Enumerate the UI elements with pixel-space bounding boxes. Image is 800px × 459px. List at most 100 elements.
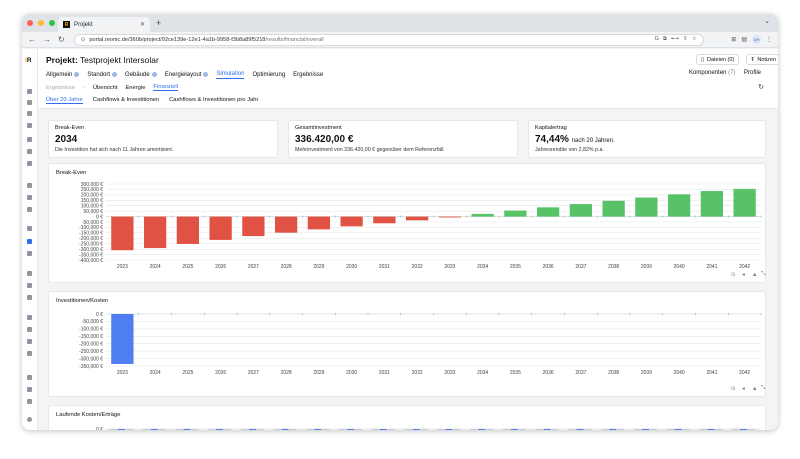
tab-allgemein[interactable]: Allgemein: [46, 70, 80, 79]
sidebar-box-icon[interactable]: [27, 339, 32, 344]
menu-icon[interactable]: ⋮: [766, 37, 772, 43]
sidebar-user-card-icon[interactable]: [27, 207, 32, 212]
sidebar-bag-icon[interactable]: [27, 195, 32, 200]
sidebar-team-icon[interactable]: [27, 111, 32, 116]
subtab-energie[interactable]: Energie: [125, 84, 146, 91]
sidebar-table-icon[interactable]: [27, 226, 32, 231]
tab-optimierung[interactable]: Optimierung: [252, 70, 285, 79]
y-tick-label: -200,000 €: [79, 342, 103, 348]
screenshot-icon[interactable]: ⧉: [662, 36, 667, 42]
tab-cashflows-investitionen[interactable]: Cashflows & Investitionen: [92, 97, 160, 103]
notes-label: Notizen: [757, 56, 777, 63]
site-info-icon[interactable]: ⊙: [80, 36, 86, 43]
translate-icon[interactable]: ⟷: [670, 36, 679, 42]
sidebar-chart-icon[interactable]: [27, 123, 32, 128]
tab-ueber-20-jahre[interactable]: Über 20 Jahre: [46, 97, 83, 104]
chart-bar: [322, 429, 330, 430]
notes-button[interactable]: Ŧ Notizen: [746, 54, 778, 65]
x-tick-label: 2028: [281, 370, 292, 376]
reonic-logo[interactable]: IR: [25, 57, 32, 64]
chart-bar: [340, 216, 363, 227]
sidebar-settings-icon[interactable]: [27, 417, 32, 422]
sidebar-people-icon[interactable]: [27, 351, 32, 356]
sidebar-message-icon[interactable]: [27, 283, 32, 288]
close-window-button[interactable]: [27, 20, 33, 26]
chart-bar: [740, 429, 748, 430]
url-field[interactable]: ⊙ portal.reonic.de/360b/project/92ce139e…: [73, 33, 704, 46]
sidebar-globe-icon[interactable]: [27, 161, 32, 166]
sidebar-list-icon[interactable]: [27, 100, 32, 105]
kpi-description: Jahresrendite von 2,82% p.a.: [535, 147, 604, 153]
y-tick-label: -100,000 €: [79, 327, 103, 333]
chart-bar: [437, 429, 445, 430]
chart-reset-icon[interactable]: ⊙: [731, 386, 736, 392]
chart-pan-icon[interactable]: ◂: [742, 386, 745, 392]
sidebar-external-link-icon[interactable]: [27, 375, 32, 380]
share-icon[interactable]: ⇪: [683, 36, 688, 42]
profile-link[interactable]: Profile: [744, 70, 761, 76]
refresh-icon[interactable]: ↻: [758, 84, 764, 91]
browser-tab[interactable]: R Projekt ✕: [58, 17, 150, 32]
tab-energielayout[interactable]: Energielayout: [165, 70, 209, 79]
chart-reset-icon[interactable]: ⊙: [731, 272, 736, 278]
forward-button[interactable]: →: [43, 35, 51, 44]
reload-button[interactable]: ↻: [58, 35, 65, 44]
x-tick-label: 2026: [215, 264, 226, 270]
kpi-cards: Break-Even 2034 Die Investition hat sich…: [48, 120, 766, 158]
sidebar-house-icon[interactable]: [27, 271, 32, 276]
breadcrumb[interactable]: Ergebnisse: [46, 84, 76, 91]
sidebar-external-link-icon-2[interactable]: [27, 387, 32, 392]
sidebar-car-icon[interactable]: [27, 183, 32, 188]
chart-bar: [445, 429, 453, 430]
chart-bar: [273, 429, 281, 430]
chart-bar: [478, 429, 486, 430]
tab-gebaeude[interactable]: Gebäude: [125, 70, 157, 79]
chart-download-icon[interactable]: ▲: [752, 272, 758, 278]
files-button[interactable]: ▯ Dateien (0): [696, 54, 740, 65]
y-tick-label: 0 €: [96, 427, 103, 430]
sidebar-help-icon[interactable]: [27, 137, 32, 142]
subtab-uebersicht[interactable]: Übersicht: [92, 84, 118, 91]
sidebar-calendar-icon[interactable]: [27, 295, 32, 300]
tab-list-chevron-icon[interactable]: ⌄: [764, 18, 770, 25]
x-tick-label: 2031: [379, 264, 390, 270]
x-tick-label: 2024: [150, 370, 161, 376]
sidebar-chat-icon[interactable]: [27, 149, 32, 154]
chart-expand-icon[interactable]: ⤡: [761, 271, 766, 277]
sidebar-home-icon[interactable]: [27, 89, 32, 94]
sidebar-projects-icon[interactable]: [27, 239, 32, 244]
google-icon[interactable]: G: [654, 36, 659, 42]
maximize-window-button[interactable]: [49, 20, 55, 26]
new-tab-button[interactable]: +: [156, 18, 162, 28]
sidebar-storage-icon[interactable]: [27, 251, 32, 256]
tab-label: Gebäude: [125, 71, 150, 78]
minimize-window-button[interactable]: [38, 20, 44, 26]
extensions-icon[interactable]: ⊞: [731, 37, 737, 43]
kpi-card-return: Kapitalertrag 74,44% nach 20 Jahren. Jah…: [528, 120, 766, 158]
sidebar-link-icon[interactable]: [27, 315, 32, 320]
components-link[interactable]: Komponenten (7): [689, 70, 735, 76]
sidebar-tools-icon[interactable]: [27, 327, 32, 332]
notes-icon: Ŧ: [751, 56, 755, 63]
chart-expand-icon[interactable]: ⤡: [761, 385, 766, 391]
sidebar-icon[interactable]: ▤: [741, 37, 747, 43]
y-tick-label: 250,000 €: [81, 187, 103, 193]
sidebar-docs-icon[interactable]: [27, 399, 32, 404]
chart-bar: [569, 204, 593, 217]
profile-avatar[interactable]: UH: [752, 35, 761, 44]
chart-download-icon[interactable]: ▲: [752, 386, 758, 392]
bookmark-icon[interactable]: ☆: [691, 36, 697, 42]
tab-cashflows-pro-jahr[interactable]: Cashflows & Investitionen pro Jahr: [169, 97, 259, 103]
tab-ergebnisse[interactable]: Ergebnisse: [293, 70, 323, 79]
chart-bar: [371, 429, 380, 430]
close-tab-icon[interactable]: ✕: [139, 22, 145, 28]
x-tick-label: 2034: [477, 370, 488, 376]
back-button[interactable]: ←: [28, 35, 36, 44]
subtab-finanziell[interactable]: Finanziell: [153, 84, 178, 91]
tab-simulation[interactable]: Simulation: [216, 70, 245, 79]
chart-bar: [667, 194, 691, 217]
chart-pan-icon[interactable]: ◂: [742, 272, 745, 278]
tab-standort[interactable]: Standort: [87, 70, 118, 79]
chart-bar: [314, 429, 322, 430]
app-page: IR Projekt: Tes: [22, 49, 778, 430]
